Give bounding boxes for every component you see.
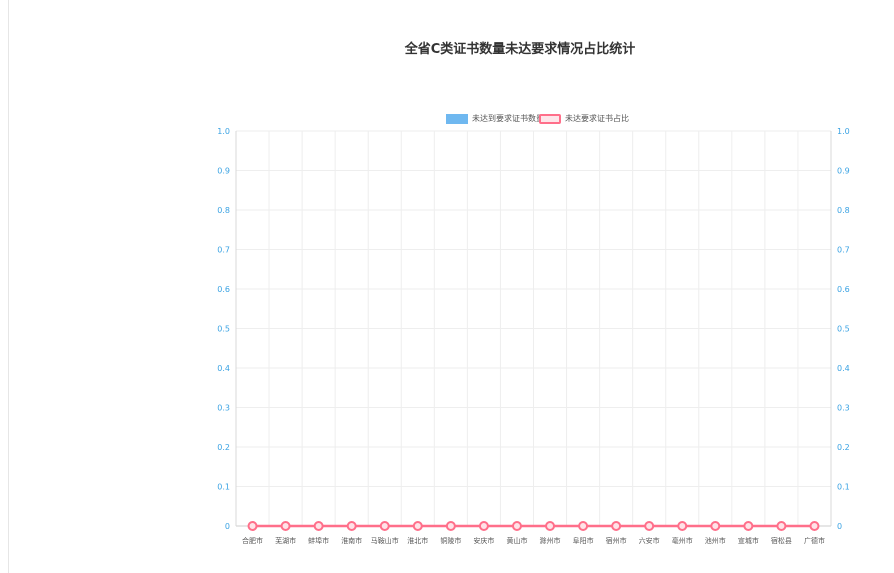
y-right-tick-label: 0.5 (837, 325, 850, 334)
y-left-tick-label: 0.4 (217, 364, 230, 373)
y-left-tick-label: 0 (225, 522, 230, 531)
y-right-tick-label: 0.4 (837, 364, 850, 373)
line-point (578, 521, 589, 531)
x-tick-label: 合肥市 (242, 536, 263, 545)
y-left-tick-label: 0.2 (217, 443, 230, 452)
y-right-tick-label: 0.8 (837, 206, 850, 215)
x-tick-label: 芜湖市 (275, 536, 296, 545)
line-point (478, 521, 489, 531)
line-point (412, 521, 423, 531)
x-tick-label: 阜阳市 (573, 536, 594, 545)
x-tick-label: 宿州市 (606, 536, 627, 545)
x-tick-label: 铜陵市 (440, 536, 461, 545)
y-left-tick-label: 0.1 (217, 483, 230, 492)
line-point (247, 521, 258, 531)
y-right-tick-label: 0.2 (837, 443, 850, 452)
legend-swatch-line (539, 113, 561, 124)
y-right-tick-label: 0.9 (837, 167, 850, 176)
y-right-tick-label: 1.0 (837, 127, 850, 136)
chart-title: 全省C类证书数量未达要求情况占比统计 (404, 42, 636, 57)
line-point (611, 521, 622, 531)
line-point (511, 521, 522, 531)
left-border-rule (8, 0, 9, 573)
y-right-tick-label: 0 (837, 522, 842, 531)
y-left-tick-label: 0.9 (217, 167, 230, 176)
line-point (545, 521, 556, 531)
y-left-tick-label: 0.3 (217, 404, 230, 413)
legend-swatch-bar (446, 113, 468, 124)
x-tick-label: 淮北市 (407, 536, 428, 545)
x-tick-label: 广德市 (804, 536, 825, 545)
x-tick-label: 亳州市 (672, 536, 693, 545)
line-point (743, 521, 754, 531)
chart-legend: 未达到要求证书数量 未达要求证书占比 (0, 113, 894, 127)
y-left-tick-label: 0.7 (217, 246, 230, 255)
x-tick-label: 蚌埠市 (308, 536, 329, 545)
line-point (346, 521, 357, 531)
line-point (379, 521, 390, 531)
line-point (445, 521, 456, 531)
x-tick-label: 宣城市 (738, 536, 759, 545)
y-left-tick-label: 0.5 (217, 325, 230, 334)
y-right-tick-label: 0.1 (837, 483, 850, 492)
line-point (280, 521, 291, 531)
line-point (776, 521, 787, 531)
y-left-tick-label: 0.8 (217, 206, 230, 215)
line-point (677, 521, 688, 531)
legend-label-line: 未达要求证书占比 (565, 114, 629, 123)
y-left-tick-label: 1.0 (217, 127, 230, 136)
x-tick-label: 宿松县 (771, 536, 792, 545)
y-right-tick-label: 0.7 (837, 246, 850, 255)
y-left-tick-label: 0.6 (217, 285, 230, 294)
line-point (313, 521, 324, 531)
legend-item-bar[interactable]: 未达到要求证书数量 (446, 113, 544, 124)
legend-label-bar: 未达到要求证书数量 (472, 114, 544, 123)
legend-item-line[interactable]: 未达要求证书占比 (539, 113, 629, 124)
x-tick-label: 六安市 (639, 536, 660, 545)
y-right-tick-label: 0.6 (837, 285, 850, 294)
line-point (809, 521, 820, 531)
x-tick-label: 马鞍山市 (371, 536, 399, 545)
line-point (710, 521, 721, 531)
x-tick-label: 淮南市 (341, 536, 362, 545)
x-tick-label: 黄山市 (506, 536, 527, 545)
x-tick-label: 滁州市 (540, 536, 561, 545)
y-right-tick-label: 0.3 (837, 404, 850, 413)
x-tick-label: 池州市 (705, 536, 726, 545)
line-point (644, 521, 655, 531)
x-tick-label: 安庆市 (473, 536, 494, 545)
